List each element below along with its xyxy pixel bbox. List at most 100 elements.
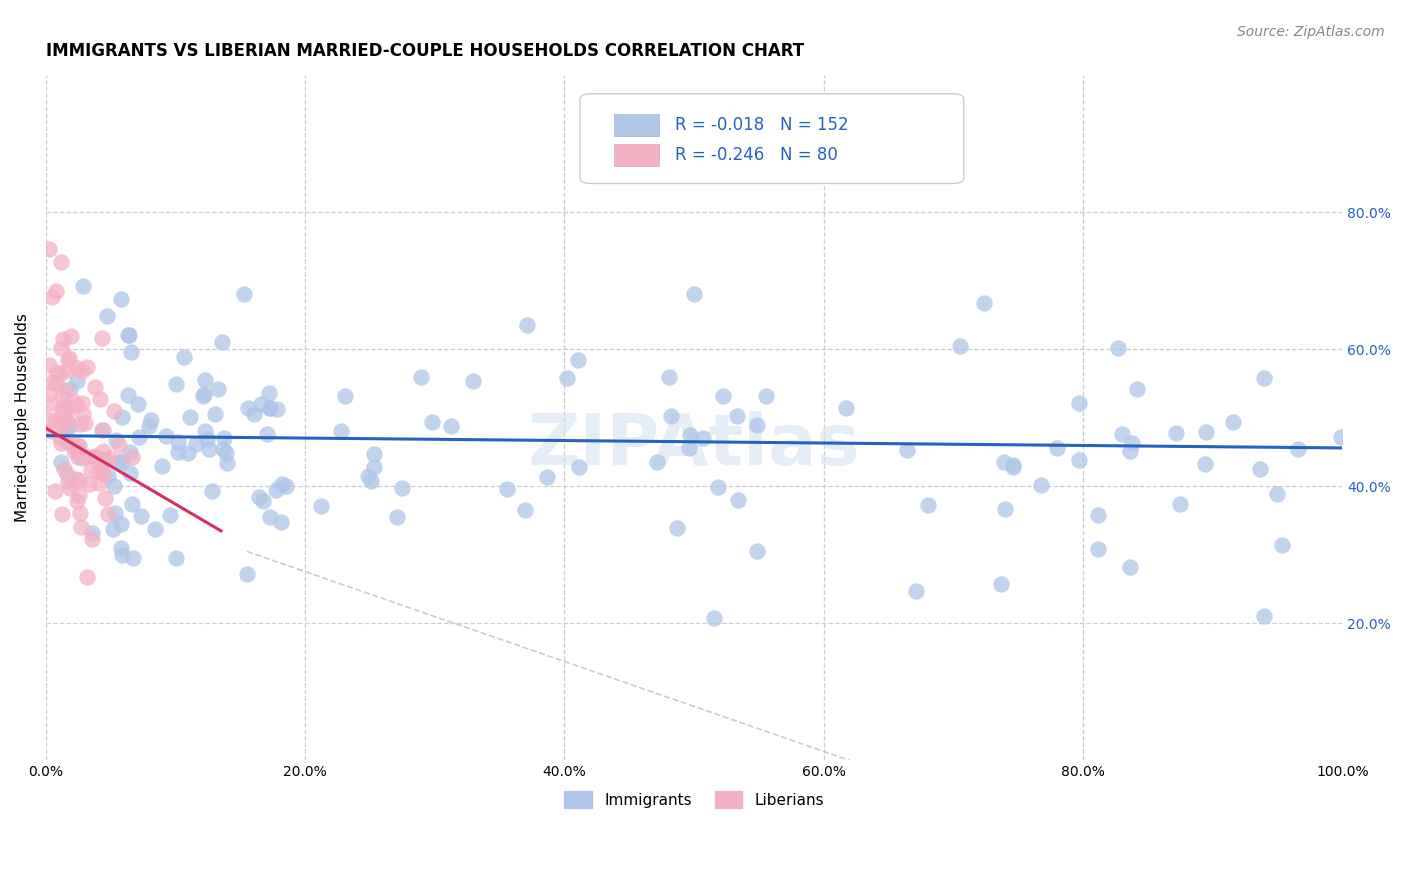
Point [76, 359, 98, 374]
Point [211, 442, 233, 457]
Point [45, 376, 67, 391]
Point [214, 431, 236, 445]
Point [49, 368, 72, 382]
Point [568, 460, 591, 475]
Point [141, 413, 163, 427]
Point [1069, 396, 1091, 410]
Point [193, 387, 215, 401]
Point [104, 506, 127, 520]
Point [896, 443, 918, 458]
Point [702, 611, 724, 625]
Point [110, 516, 132, 531]
Point [727, 493, 749, 508]
Point [200, 483, 222, 498]
Point [101, 522, 124, 536]
Point [65, 443, 87, 458]
Point [917, 498, 939, 512]
Point [120, 345, 142, 359]
Point [678, 428, 700, 442]
Point [1111, 426, 1133, 441]
Point [745, 544, 768, 558]
Point [70, 364, 93, 378]
Point [52, 417, 75, 431]
Point [70, 396, 93, 410]
Point [207, 383, 229, 397]
Point [177, 446, 200, 460]
Point [46, 365, 69, 379]
Point [1222, 416, 1244, 430]
Point [440, 419, 463, 434]
Point [259, 385, 281, 400]
Point [259, 401, 281, 416]
Point [121, 497, 143, 511]
Point [58, 475, 80, 489]
Point [38, 397, 60, 411]
Point [121, 450, 143, 465]
Point [72, 279, 94, 293]
Point [993, 454, 1015, 468]
Point [91, 423, 114, 437]
Point [56, 362, 79, 376]
Point [127, 397, 149, 411]
Point [1330, 430, 1353, 444]
Point [264, 483, 287, 498]
Point [252, 494, 274, 508]
Point [1164, 425, 1187, 440]
Point [83, 449, 105, 463]
Point [111, 549, 134, 563]
Point [1067, 452, 1090, 467]
Point [1119, 560, 1142, 574]
Point [1168, 497, 1191, 511]
Point [91, 331, 114, 345]
Point [52, 399, 75, 413]
Point [409, 369, 432, 384]
Point [513, 503, 536, 517]
Text: R = -0.246   N = 80: R = -0.246 N = 80 [675, 146, 838, 164]
Point [259, 509, 281, 524]
Point [905, 584, 928, 599]
Point [1121, 436, 1143, 450]
Point [1253, 609, 1275, 624]
Point [250, 397, 273, 411]
Point [56, 467, 79, 481]
Legend: Immigrants, Liberians: Immigrants, Liberians [558, 785, 830, 814]
Point [86, 464, 108, 478]
Point [59, 418, 82, 433]
Point [1031, 478, 1053, 492]
Point [39, 424, 62, 438]
Point [159, 508, 181, 522]
Point [165, 551, 187, 566]
Point [165, 376, 187, 391]
Point [59, 481, 82, 495]
Point [121, 550, 143, 565]
Point [89, 459, 111, 474]
Point [70, 519, 93, 533]
Point [1126, 382, 1149, 396]
Point [89, 392, 111, 407]
FancyBboxPatch shape [614, 145, 659, 166]
Point [990, 577, 1012, 591]
Point [238, 401, 260, 415]
Point [111, 409, 134, 424]
Point [56, 353, 79, 368]
Point [128, 430, 150, 444]
Point [52, 461, 75, 475]
Point [41, 375, 63, 389]
Point [84, 379, 107, 393]
Point [516, 318, 538, 332]
Point [184, 437, 207, 451]
Point [195, 432, 218, 446]
Point [1001, 458, 1024, 472]
Point [75, 416, 97, 430]
Point [243, 407, 266, 421]
Point [66, 493, 89, 508]
Text: R = -0.018   N = 152: R = -0.018 N = 152 [675, 116, 848, 134]
Point [1265, 486, 1288, 500]
Point [1087, 542, 1109, 557]
Point [179, 410, 201, 425]
Text: ZIPAtlas: ZIPAtlas [527, 410, 860, 480]
Point [49, 341, 72, 355]
Point [363, 459, 385, 474]
Point [463, 374, 485, 388]
Point [67, 473, 90, 487]
